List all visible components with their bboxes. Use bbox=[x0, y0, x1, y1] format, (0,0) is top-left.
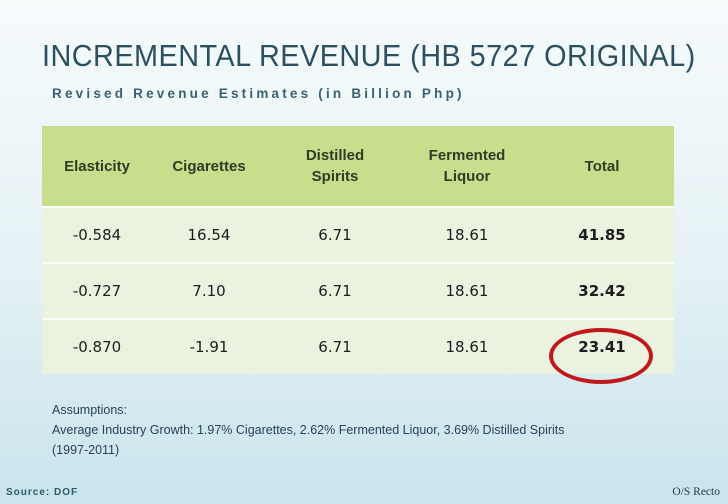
table-header-row: Elasticity Cigarettes Distilled Spirits … bbox=[42, 126, 674, 207]
cell-distilled-spirits: 6.71 bbox=[266, 262, 404, 319]
header-cigarettes: Cigarettes bbox=[152, 126, 266, 207]
cell-elasticity: -0.870 bbox=[42, 318, 152, 374]
header-total: Total bbox=[530, 126, 674, 207]
cell-elasticity: -0.727 bbox=[42, 262, 152, 319]
slide-title: INCREMENTAL REVENUE (HB 5727 ORIGINAL) bbox=[42, 38, 696, 73]
header-fermented-liquor: Fermented Liquor bbox=[404, 126, 530, 207]
cell-cigarettes: 7.10 bbox=[152, 262, 266, 319]
author-credit: O/S Recto bbox=[672, 486, 720, 498]
cell-fermented-liquor: 18.61 bbox=[404, 206, 530, 263]
table-row: -0.584 16.54 6.71 18.61 41.85 bbox=[42, 206, 674, 263]
header-distilled-spirits: Distilled Spirits bbox=[266, 126, 404, 207]
cell-cigarettes: -1.91 bbox=[152, 318, 266, 374]
slide-subtitle: Revised Revenue Estimates (in Billion Ph… bbox=[52, 86, 465, 101]
assumptions-heading: Assumptions: bbox=[52, 403, 128, 417]
cell-fermented-liquor: 18.61 bbox=[404, 318, 530, 374]
header-elasticity: Elasticity bbox=[42, 126, 152, 207]
cell-total: 41.85 bbox=[530, 206, 674, 263]
cell-fermented-liquor: 18.61 bbox=[404, 262, 530, 319]
table-row: -0.727 7.10 6.71 18.61 32.42 bbox=[42, 262, 674, 319]
cell-cigarettes: 16.54 bbox=[152, 206, 266, 263]
cell-distilled-spirits: 6.71 bbox=[266, 318, 404, 374]
cell-elasticity: -0.584 bbox=[42, 206, 152, 263]
cell-distilled-spirits: 6.71 bbox=[266, 206, 404, 263]
cell-total: 32.42 bbox=[530, 262, 674, 319]
assumptions-line: Average Industry Growth: 1.97% Cigarette… bbox=[52, 423, 565, 437]
highlight-circle bbox=[549, 328, 653, 384]
source-label: Source: DOF bbox=[6, 487, 79, 498]
assumptions-years: (1997-2011) bbox=[52, 443, 120, 457]
assumptions-note: Assumptions: Average Industry Growth: 1.… bbox=[52, 400, 672, 460]
